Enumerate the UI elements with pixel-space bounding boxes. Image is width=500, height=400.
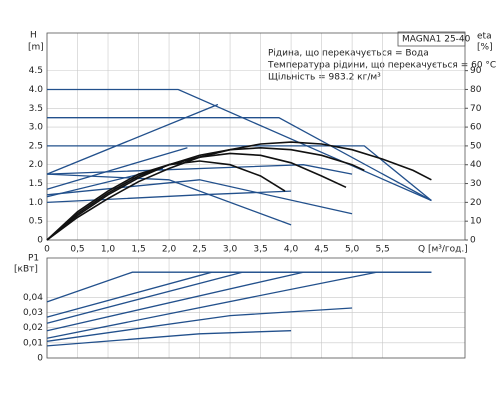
y-tick-label: 2.0 (29, 160, 44, 170)
x-tick-label: 4,5 (314, 245, 328, 255)
y-axis-label: P1 (28, 254, 39, 264)
y2-tick-label: 90 (470, 66, 482, 76)
y-tick-label: 3.0 (29, 123, 44, 133)
curve (47, 117, 432, 202)
y-axis-unit: [m] (28, 43, 44, 53)
curve (46, 173, 292, 226)
curve (46, 164, 353, 175)
x-tick-label: 3,5 (253, 245, 267, 255)
curve (46, 271, 377, 339)
y-tick-label: 1.0 (29, 198, 44, 208)
x-tick-label: 1,5 (131, 245, 145, 255)
curve (46, 330, 292, 347)
efficiency-curve (46, 160, 286, 241)
y-tick-label: 4.5 (29, 66, 43, 76)
y2-tick-label: 70 (470, 104, 482, 114)
y2-tick-label: 0 (470, 236, 476, 246)
efficiency-curve (46, 152, 347, 241)
note: Щільність = 983.2 кг/м³ (268, 73, 381, 83)
curve (47, 88, 432, 202)
x-tick-label: 5,0 (345, 245, 360, 255)
curve (46, 307, 353, 342)
y2-tick-label: 80 (470, 85, 482, 95)
y-tick-label: 0 (37, 236, 43, 246)
chart-title: MAGNA1 25-40 (402, 35, 471, 45)
y2-tick-label: 10 (470, 217, 482, 227)
curve (47, 145, 432, 202)
x-tick-label: 2,0 (162, 245, 177, 255)
y-tick-label: 2.5 (29, 141, 43, 151)
y-tick-label: 3.5 (29, 104, 43, 114)
y-tick-label: 0 (37, 354, 43, 364)
y2-axis-unit: [%] (477, 43, 493, 53)
y-axis-label: H (30, 31, 37, 41)
y-tick-label: 0.5 (29, 217, 43, 227)
y2-tick-label: 40 (470, 160, 482, 170)
x-tick-label: 1,0 (101, 245, 116, 255)
efficiency-curve (46, 146, 365, 241)
curve (46, 271, 432, 318)
x-tick-label: 2,5 (192, 245, 206, 255)
x-tick-label: 3,0 (223, 245, 238, 255)
y2-tick-label: 30 (470, 179, 482, 189)
y-tick-label: 0,01 (23, 338, 43, 348)
curve (46, 147, 188, 190)
efficiency-curve (46, 141, 432, 241)
note: Рідина, що перекачується = Вода (268, 49, 429, 59)
x-tick-label: 0 (44, 245, 50, 255)
x-tick-label: 5,5 (375, 245, 389, 255)
y2-tick-label: 60 (470, 123, 482, 133)
y-tick-label: 1.5 (29, 179, 43, 189)
curve (46, 271, 243, 324)
x-tick-label: 0,5 (70, 245, 84, 255)
y-tick-label: 0,04 (23, 293, 43, 303)
curve (46, 271, 304, 332)
y-tick-label: 0,03 (23, 308, 43, 318)
plot-frame (46, 257, 466, 359)
y-axis-unit: [кВт] (14, 265, 38, 275)
y2-tick-label: 20 (470, 198, 482, 208)
y2-axis-label: eta (477, 32, 492, 42)
note: Температура рідини, що перекачується = 6… (267, 61, 496, 71)
y-tick-label: 0,02 (23, 323, 43, 333)
x-axis-label: Q [м³/год.] (418, 245, 468, 255)
y2-tick-label: 50 (470, 141, 482, 151)
curve (46, 103, 219, 175)
plot-frame (46, 32, 466, 241)
curve (46, 179, 353, 215)
y-tick-label: 4.0 (29, 85, 44, 95)
x-tick-label: 4,0 (284, 245, 299, 255)
